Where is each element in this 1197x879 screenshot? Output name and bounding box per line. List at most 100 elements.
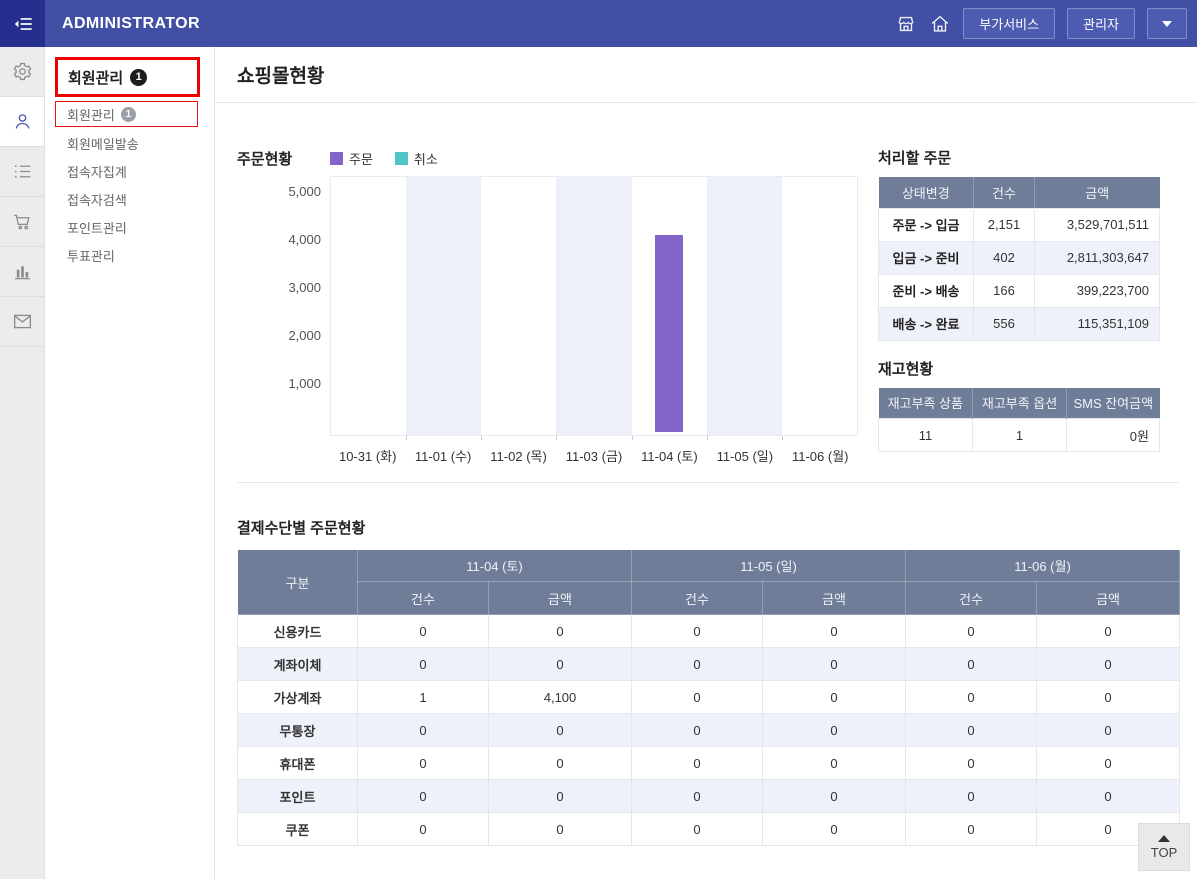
table-row: 가상계좌 1 4,100 0 0 0 0 <box>237 680 1181 714</box>
chart-band <box>406 177 482 435</box>
inventory-table: 재고부족 상품 재고부족 옵션 SMS 잔여금액 11 1 0원 <box>878 387 1160 452</box>
count-cell: 2,151 <box>973 207 1035 242</box>
sub-column-header: 금액 <box>1036 581 1181 615</box>
inventory-value-cell: 1 <box>972 418 1067 452</box>
value-cell: 0 <box>487 779 633 813</box>
pending-orders-header: 상태변경 건수 금액 <box>878 177 1160 208</box>
payment-orders-table: 구분 11-04 (토) 11-05 (일) 11-06 (월) 건수 금액 건수 금액 건수 금… <box>237 549 1181 846</box>
table-row: 포인트 0 0 0 0 0 0 <box>237 779 1181 813</box>
count-cell: 402 <box>973 240 1035 275</box>
x-axis-label: 11-01 (수) <box>414 449 472 464</box>
value-cell: 0 <box>1036 647 1181 681</box>
admin-dropdown-button[interactable] <box>1147 8 1187 39</box>
value-cell: 0 <box>1036 680 1181 714</box>
value-cell: 0 <box>905 713 1038 747</box>
sidebar-item-label: 접속자집계 <box>67 164 127 180</box>
order-chart-plot: 1,000 2,000 3,000 4,000 5,000 <box>288 176 858 440</box>
x-axis-label: 11-05 (일) <box>716 449 774 464</box>
table-row: 쿠폰 0 0 0 0 0 0 <box>237 812 1181 846</box>
chart-band <box>556 177 632 435</box>
sidebar-item-0[interactable]: 회원관리 1 <box>55 101 198 127</box>
sub-column-header: 건수 <box>631 581 764 615</box>
legend-item-취소: 취소 <box>394 149 438 168</box>
chart-band <box>331 177 406 435</box>
sidebar-item-3[interactable]: 접속자검색 <box>45 185 214 213</box>
home-icon[interactable] <box>929 13 951 35</box>
value-cell: 0 <box>905 746 1038 780</box>
payment-method-cell: 무통장 <box>237 713 358 747</box>
sidebar-item-4[interactable]: 포인트관리 <box>45 213 214 241</box>
app-title: ADMINISTRATOR <box>62 14 200 32</box>
sidebar-item-5[interactable]: 투표관리 <box>45 241 214 269</box>
count-cell: 166 <box>973 273 1035 308</box>
value-cell: 0 <box>631 779 764 813</box>
admin-account-button[interactable]: 관리자 <box>1067 8 1135 39</box>
rail-item-board[interactable] <box>0 147 44 197</box>
value-cell: 0 <box>631 746 764 780</box>
value-cell: 0 <box>631 614 764 648</box>
order-status-chart: 주문현황 주문 취소 1,000 2,000 3,000 4,000 5,000 10-3… <box>237 147 877 465</box>
value-cell: 0 <box>357 647 489 681</box>
table-row: 배송 -> 완료 556 115,351,109 <box>878 306 1160 341</box>
value-cell: 0 <box>905 680 1038 714</box>
sidebar-item-1[interactable]: 회원메일발송 <box>45 129 214 157</box>
chart-band <box>706 177 782 435</box>
value-cell: 0 <box>487 614 633 648</box>
axis-tick <box>631 436 633 440</box>
date-group-header: 11-05 (일) <box>631 549 907 582</box>
value-cell: 0 <box>762 779 907 813</box>
inventory-value-cell: 11 <box>878 418 973 452</box>
chevron-down-icon <box>1162 20 1172 27</box>
sub-column-header: 금액 <box>762 581 907 615</box>
chart-band <box>782 177 857 435</box>
scroll-to-top-button[interactable]: TOP <box>1138 823 1190 871</box>
mail-icon <box>12 311 33 332</box>
rail-item-mail[interactable] <box>0 297 44 347</box>
payment-method-cell: 가상계좌 <box>237 680 358 714</box>
sidebar-item-badge: 1 <box>120 106 136 122</box>
x-axis-label: 11-02 (목) <box>490 449 547 464</box>
payment-method-cell: 계좌이체 <box>237 647 358 681</box>
column-header: 상태변경 <box>878 177 974 208</box>
status-change-cell: 입금 -> 준비 <box>878 240 974 275</box>
table-row: 입금 -> 준비 402 2,811,303,647 <box>878 240 1160 275</box>
sidebar-item-label: 포인트관리 <box>67 220 127 236</box>
section-divider <box>237 482 1179 483</box>
addon-services-button[interactable]: 부가서비스 <box>963 8 1056 39</box>
inventory-header: 재고부족 상품 재고부족 옵션 SMS 잔여금액 <box>878 387 1160 419</box>
rail-item-members[interactable] <box>0 97 44 147</box>
rail-item-orders[interactable] <box>0 197 44 247</box>
corner-header: 구분 <box>237 549 358 615</box>
rail-item-statistics[interactable] <box>0 247 44 297</box>
menu-header-member-management[interactable]: 회원관리 1 <box>55 57 200 97</box>
icon-rail <box>0 47 45 879</box>
column-header: SMS 잔여금액 <box>1066 387 1160 419</box>
sub-column-header: 금액 <box>487 581 633 615</box>
sidebar-item-label: 회원관리 <box>67 107 115 123</box>
amount-cell: 3,529,701,511 <box>1034 207 1160 242</box>
amount-cell: 115,351,109 <box>1034 306 1160 341</box>
sidebar-item-label: 회원메일발송 <box>67 136 139 152</box>
sidebar-item-2[interactable]: 접속자집계 <box>45 157 214 185</box>
value-cell: 0 <box>631 713 764 747</box>
page-title: 쇼핑몰현황 <box>237 66 325 87</box>
payment-orders-title: 결제수단별 주문현황 <box>237 520 366 537</box>
value-cell: 0 <box>1036 746 1181 780</box>
value-cell: 0 <box>762 812 907 846</box>
y-axis-label: 1,000 <box>288 376 321 391</box>
sidebar-item-label: 접속자검색 <box>67 192 127 208</box>
arrow-up-icon <box>1158 834 1170 842</box>
value-cell: 0 <box>1036 614 1181 648</box>
value-cell: 0 <box>357 746 489 780</box>
y-axis-label: 5,000 <box>288 184 321 199</box>
x-axis-label: 10-31 (화) <box>338 449 397 464</box>
amount-cell: 399,223,700 <box>1034 273 1160 308</box>
value-cell: 0 <box>1036 713 1181 747</box>
pending-orders-body: 주문 -> 입금 2,151 3,529,701,511 입금 -> 준비 402 2,8… <box>878 207 1160 341</box>
status-change-cell: 주문 -> 입금 <box>878 207 974 242</box>
column-header: 건수 <box>973 177 1035 208</box>
storefront-icon[interactable] <box>895 13 917 35</box>
rail-item-settings[interactable] <box>0 47 44 97</box>
right-panel: 처리할 주문 상태변경 건수 금액 주문 -> 입금 2,151 3,529,701,5… <box>878 147 1160 452</box>
collapse-sidebar-button[interactable] <box>0 0 45 47</box>
